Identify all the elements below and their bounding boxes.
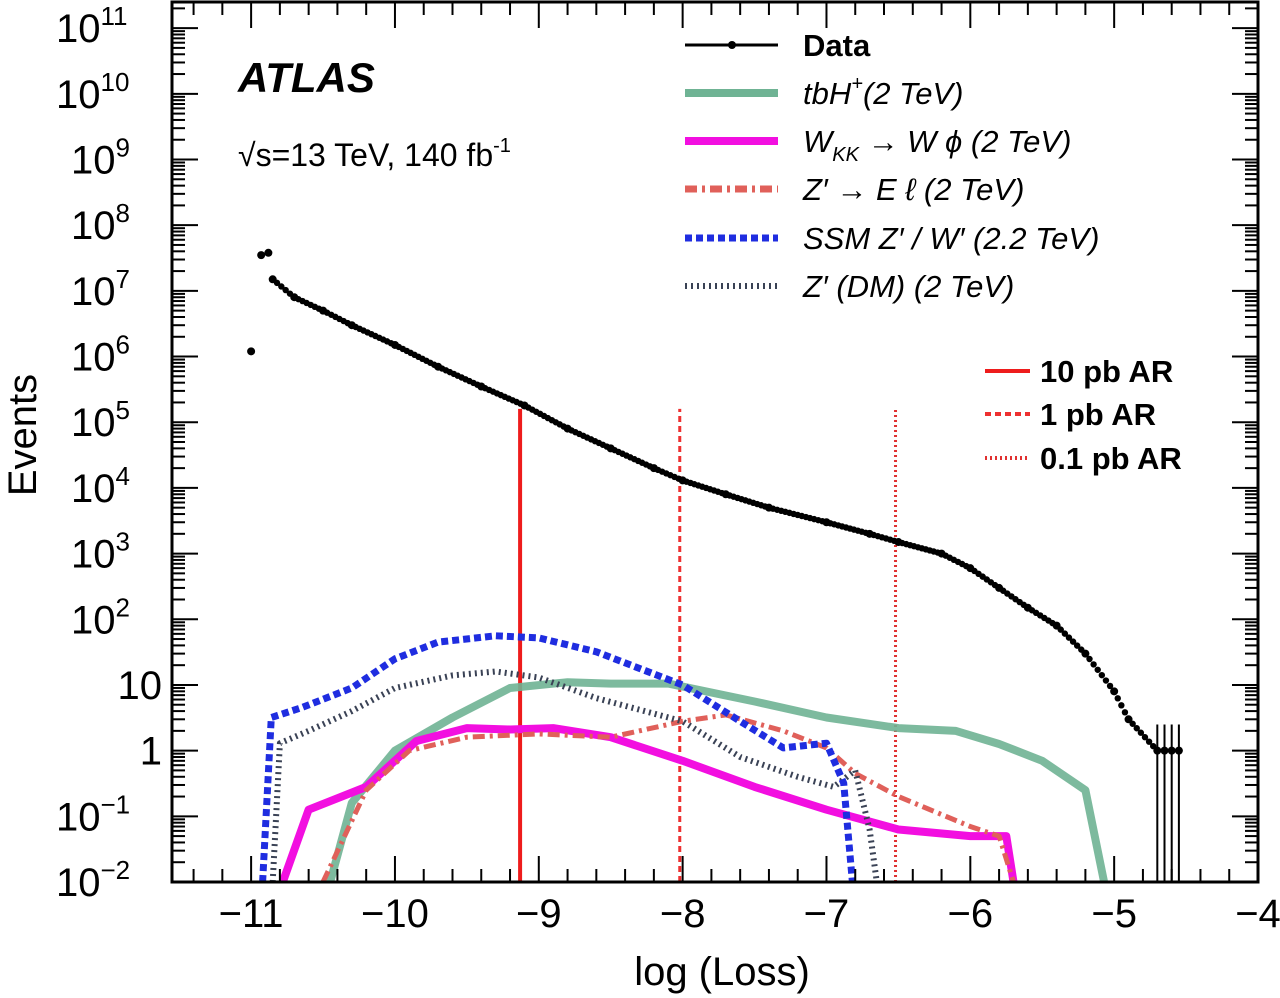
experiment-label: ATLAS: [237, 54, 375, 101]
legend-label: SSM Z′ / W′ (2.2 TeV): [803, 221, 1099, 256]
legend-label: WKK → W ϕ (2 TeV): [803, 124, 1071, 166]
data-point-interp: [278, 283, 285, 290]
legend-item-zprime-el: Z′ → E ℓ (2 TeV): [685, 172, 1024, 207]
legend-label: Data: [803, 28, 871, 63]
y-tick-label: 10−1: [56, 789, 130, 839]
energy-lumi-label: √s=13 TeV, 140 fb-1: [238, 135, 511, 173]
series-line-4: [259, 632, 856, 883]
y-tick-label: 104: [71, 461, 130, 511]
legend-label: 1 pb AR: [1040, 397, 1156, 432]
x-tick-label: −4: [1235, 892, 1280, 936]
y-tick-label: 109: [71, 133, 130, 183]
x-tick-label: −9: [516, 892, 562, 936]
legend-item-dm: Z′ (DM) (2 TeV): [685, 269, 1014, 304]
x-axis-label: log (Loss): [634, 950, 810, 994]
y-tick-label: 1010: [56, 67, 129, 117]
x-tick-label: −10: [361, 892, 429, 936]
legend: Data tbH+(2 TeV) WKK → W ϕ (2 TeV) Z′ → …: [685, 28, 1182, 476]
data-point: [1110, 687, 1119, 696]
data-point-interp: [1086, 655, 1093, 663]
data-point-interp: [1121, 709, 1129, 716]
data-point-interp: [1094, 666, 1101, 673]
y-tick-label: 10: [118, 664, 163, 708]
y-tick-label: 10−2: [56, 855, 130, 905]
legend-item-data: Data: [685, 28, 871, 63]
x-tick-label: −7: [804, 892, 850, 936]
axes: −11 −10 −9 −8 −7 −6 −5 −4 10−2 10−11 10 102 103 104 10…: [56, 1, 1280, 936]
legend-label: Z′ → E ℓ (2 TeV): [802, 172, 1024, 207]
data-point: [1081, 649, 1090, 658]
data-point-interp: [1129, 720, 1136, 727]
legend-label: tbH+(2 TeV): [803, 73, 963, 111]
data-point-interp: [1133, 725, 1140, 732]
data-point-interp: [282, 286, 289, 294]
data-point: [257, 251, 266, 260]
legend-item-wkk: WKK → W ϕ (2 TeV): [685, 124, 1071, 166]
y-tick-label: 105: [71, 395, 130, 445]
legend-label: 10 pb AR: [1040, 354, 1173, 389]
data-point-interp: [1061, 630, 1069, 637]
series-line-5: [269, 668, 880, 883]
y-tick-label: 107: [71, 264, 130, 314]
data-point-interp: [1141, 734, 1149, 741]
data-point-interp: [1102, 677, 1110, 684]
data-series: [247, 248, 1183, 882]
plot-frame: [170, 0, 1260, 884]
data-point-interp: [1106, 682, 1114, 690]
y-tick-label: 108: [71, 198, 130, 248]
data-point: [1124, 715, 1133, 724]
y-tick-label: 106: [71, 330, 130, 380]
series-line-1: [326, 678, 1109, 884]
x-tick-label: −11: [219, 892, 284, 936]
x-tick-label: −6: [948, 892, 994, 936]
y-tick-label: 1: [140, 730, 162, 774]
data-point: [264, 248, 273, 257]
plot-area: [247, 248, 1183, 884]
data-point-interp: [1090, 661, 1097, 668]
x-tick-label: −8: [660, 892, 706, 936]
legend-item-tbh: tbH+(2 TeV): [685, 73, 963, 111]
data-point: [247, 347, 256, 356]
y-axis-label: Events: [1, 374, 45, 496]
data-point-interp: [1145, 738, 1153, 745]
legend-item-ssm: SSM Z′ / W′ (2.2 TeV): [685, 221, 1099, 256]
data-point-interp: [1118, 702, 1125, 709]
x-tick-label: −5: [1091, 892, 1137, 936]
legend-item-01pb: 0.1 pb AR: [985, 441, 1182, 476]
data-point-interp: [1057, 626, 1064, 633]
data-point-interp: [1098, 671, 1106, 679]
legend-item-10pb: 10 pb AR: [985, 354, 1173, 389]
y-tick-label: 1011: [56, 1, 128, 51]
y-tick-label: 103: [71, 527, 130, 577]
data-point-interp: [1069, 638, 1077, 645]
data-point-interp: [1114, 695, 1121, 702]
legend-label: 0.1 pb AR: [1040, 441, 1182, 476]
data-point-interp: [1073, 642, 1081, 649]
legend-label: Z′ (DM) (2 TeV): [802, 269, 1014, 304]
legend-item-1pb: 1 pb AR: [985, 397, 1156, 432]
data-point-interp: [1065, 634, 1073, 641]
data-point-interp: [1137, 729, 1145, 736]
data-point-interp: [273, 279, 281, 287]
y-tick-label: 102: [71, 592, 130, 642]
